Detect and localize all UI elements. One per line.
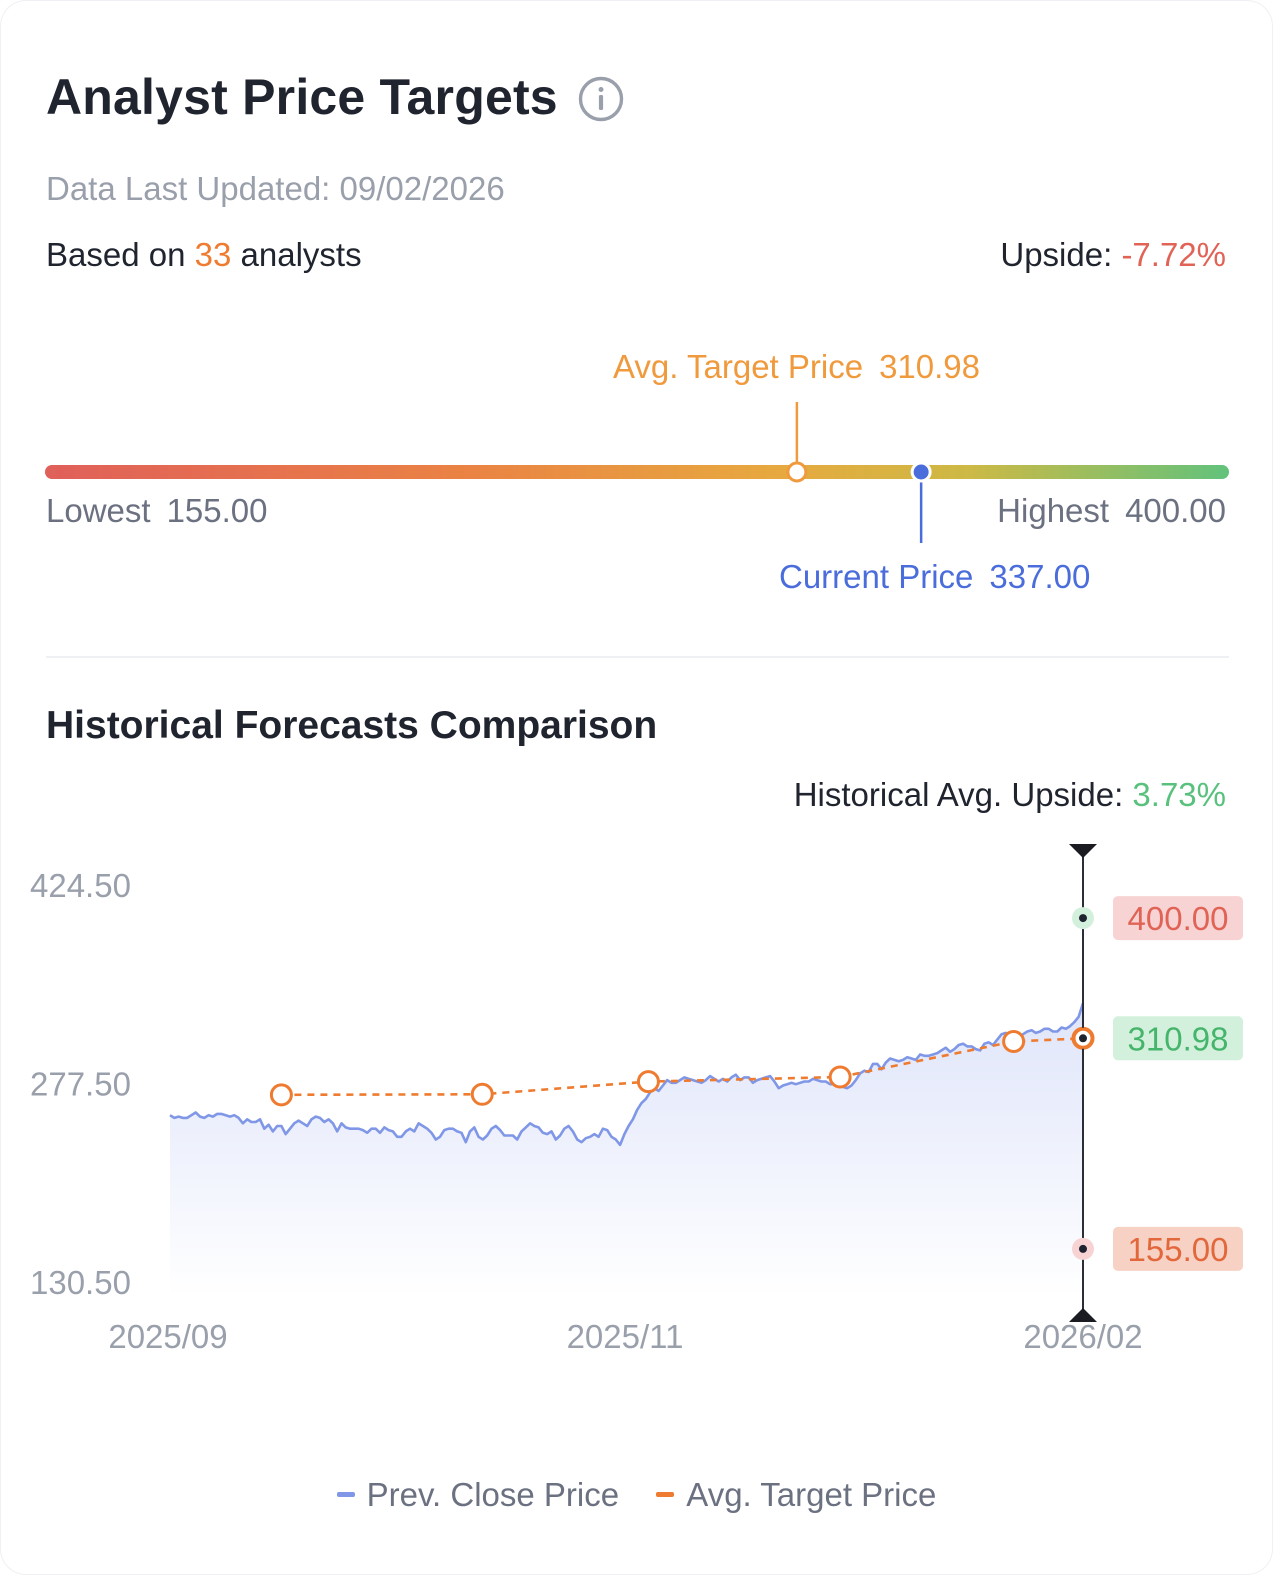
crosshair-bottom-arrow xyxy=(1069,1308,1097,1322)
low-tag-bg xyxy=(1113,1226,1243,1271)
history-chart[interactable]: 424.50 277.50 130.50 2025/09 2025/11 2026/02 4… xyxy=(0,0,1273,1420)
x-tick-label: 2026/02 xyxy=(1023,1318,1142,1355)
avg-target-label: Avg. Target Price 310.98 xyxy=(613,348,980,386)
target-point xyxy=(1002,1030,1026,1054)
low-marker xyxy=(1079,1244,1087,1253)
x-tick-label: 2025/09 xyxy=(108,1318,227,1355)
last-updated: Data Last Updated: 09/02/2026 xyxy=(46,170,505,207)
legend-target-label: Avg. Target Price xyxy=(686,1476,937,1513)
highest-value: 400.00 xyxy=(1125,492,1226,529)
page-title: Analyst Price Targets xyxy=(46,69,558,125)
legend-item-price[interactable]: Prev. Close Price xyxy=(336,1476,620,1514)
historical-upside-value: 3.73% xyxy=(1132,776,1226,813)
avg-tag: 310.98 xyxy=(1128,1020,1229,1057)
analyst-count-line: Based on 33 analysts xyxy=(46,236,362,274)
legend-target-swatch xyxy=(656,1491,675,1497)
low-tag: 155.00 xyxy=(1128,1231,1229,1268)
avg-tag-bg xyxy=(1113,1016,1243,1061)
legend-price-swatch xyxy=(336,1491,355,1497)
target-series-line xyxy=(281,1037,1084,1097)
price-area xyxy=(170,1003,1083,1297)
highest-text: Highest xyxy=(997,492,1110,529)
avg-target-marker xyxy=(786,461,808,483)
target-point xyxy=(269,1083,293,1107)
legend-item-target[interactable]: Avg. Target Price xyxy=(656,1476,936,1514)
y-tick-label: 277.50 xyxy=(30,1066,131,1103)
upside-line: Upside: -7.72% xyxy=(1000,236,1226,274)
history-title: Historical Forecasts Comparison xyxy=(46,704,658,747)
high-tag: 400.00 xyxy=(1128,900,1229,937)
current-price-marker xyxy=(910,461,932,483)
y-tick-label: 424.50 xyxy=(30,867,131,904)
current-price-value: 337.00 xyxy=(989,558,1091,595)
lowest-value: 155.00 xyxy=(166,492,268,529)
lowest-text: Lowest xyxy=(46,492,151,529)
upside-label: Upside: xyxy=(1000,236,1122,273)
high-tag-bg xyxy=(1113,896,1243,941)
current-price-text: Current Price xyxy=(779,558,974,595)
avg-target-text: Avg. Target Price xyxy=(613,348,864,385)
high-marker xyxy=(1079,914,1087,923)
info-icon[interactable] xyxy=(578,76,624,122)
upside-value: -7.72% xyxy=(1121,236,1226,273)
range-bar xyxy=(45,465,1229,479)
current-price-label: Current Price 337.00 xyxy=(779,558,1090,596)
x-tick-label: 2025/11 xyxy=(567,1318,684,1355)
historical-upside-line: Historical Avg. Upside: 3.73% xyxy=(794,776,1226,814)
price-series-line xyxy=(169,1002,1085,1147)
avg-target-value: 310.98 xyxy=(879,348,981,385)
price-range-gauge xyxy=(45,402,1229,543)
avg-marker xyxy=(1079,1034,1087,1043)
target-point xyxy=(636,1070,660,1094)
target-point xyxy=(470,1082,494,1106)
highest-label: Highest 400.00 xyxy=(997,492,1226,530)
lowest-label: Lowest 155.00 xyxy=(46,492,268,530)
chart-legend: Prev. Close Price Avg. Target Price xyxy=(0,1476,1273,1514)
based-prefix: Based on xyxy=(46,236,195,273)
y-tick-label: 130.50 xyxy=(30,1264,131,1301)
based-suffix: analysts xyxy=(231,236,362,273)
legend-price-label: Prev. Close Price xyxy=(366,1476,620,1513)
historical-upside-label: Historical Avg. Upside: xyxy=(793,776,1133,813)
crosshair-top-arrow xyxy=(1069,844,1097,858)
section-divider xyxy=(46,656,1229,658)
analyst-count: 33 xyxy=(194,236,232,273)
target-point xyxy=(828,1065,852,1089)
